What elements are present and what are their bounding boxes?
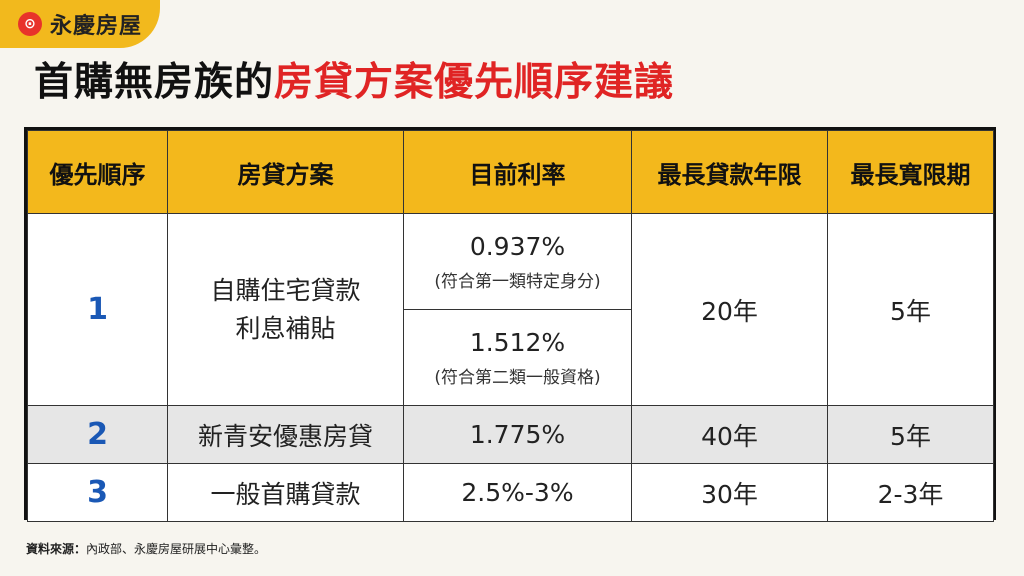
rank-cell: 2	[27, 405, 168, 464]
header-max-years: 最長貸款年限	[631, 130, 828, 214]
rate-b-value: 1.512%	[469, 327, 566, 357]
source-label: 資料來源：	[26, 542, 87, 556]
plan-cell: 新青安優惠房貸	[167, 405, 404, 464]
brand-mark-icon: ⊙	[18, 12, 42, 36]
source-footnote: 資料來源：內政部、永慶房屋研展中心彙整。	[26, 540, 266, 557]
title-part-2-highlight: 房貸方案優先順序建議	[274, 60, 675, 105]
rate-cell: 2.5%-3%	[403, 463, 632, 522]
header-plan: 房貸方案	[167, 130, 404, 214]
plan-line-1: 自購住宅貸款	[210, 275, 361, 305]
brand-name: 永慶房屋	[50, 14, 143, 39]
table-row: 2 新青安優惠房貸 1.775% 40年 5年	[27, 405, 994, 464]
plan-cell: 一般首購貸款	[167, 463, 404, 522]
table-row: 1 自購住宅貸款 利息補貼 0.937% (符合第一類特定身分) 20年 5年	[27, 213, 994, 406]
plan-cell: 自購住宅貸款 利息補貼	[167, 213, 404, 406]
table-row-sub: 1.512% (符合第二類一般資格)	[28, 309, 994, 406]
source-text: 內政部、永慶房屋研展中心彙整。	[86, 542, 267, 556]
brand-logo: ⊙ 永慶房屋	[0, 0, 160, 48]
rank-cell: 3	[27, 463, 168, 522]
header-grace: 最長寬限期	[827, 130, 994, 214]
rank-cell: 1	[27, 213, 168, 406]
header-priority: 優先順序	[27, 130, 168, 214]
page-title: 首購無房族的房貸方案優先順序建議	[34, 60, 674, 106]
grace-cell: 2-3年	[827, 463, 994, 522]
rate-cell: 1.775%	[403, 405, 632, 464]
table-row: 3 一般首購貸款 2.5%-3% 30年 2-3年	[27, 463, 994, 522]
header-rate: 目前利率	[403, 130, 632, 214]
mortgage-table: 優先順序 房貸方案 目前利率 最長貸款年限 最長寬限期 1 自購住宅貸款 利息補…	[27, 130, 994, 522]
plan-line-2: 利息補貼	[235, 313, 336, 343]
grace-cell: 5年	[827, 405, 994, 464]
mortgage-table-container: 優先順序 房貸方案 目前利率 最長貸款年限 最長寬限期 1 自購住宅貸款 利息補…	[24, 127, 996, 522]
rate-cell-b: 1.512% (符合第二類一般資格)	[403, 309, 632, 406]
years-cell: 40年	[631, 405, 828, 464]
rate-b-note: (符合第二類一般資格)	[434, 367, 601, 388]
years-cell: 30年	[631, 463, 828, 522]
table-header-row: 優先順序 房貸方案 目前利率 最長貸款年限 最長寬限期	[27, 130, 994, 214]
rate-a-value: 0.937%	[469, 231, 566, 261]
rate-a-note: (符合第一類特定身分)	[434, 271, 601, 292]
title-part-1: 首購無房族的	[34, 60, 275, 105]
years-cell: 20年	[631, 213, 828, 406]
rate-cell-a: 0.937% (符合第一類特定身分)	[403, 213, 632, 310]
grace-cell: 5年	[827, 213, 994, 406]
